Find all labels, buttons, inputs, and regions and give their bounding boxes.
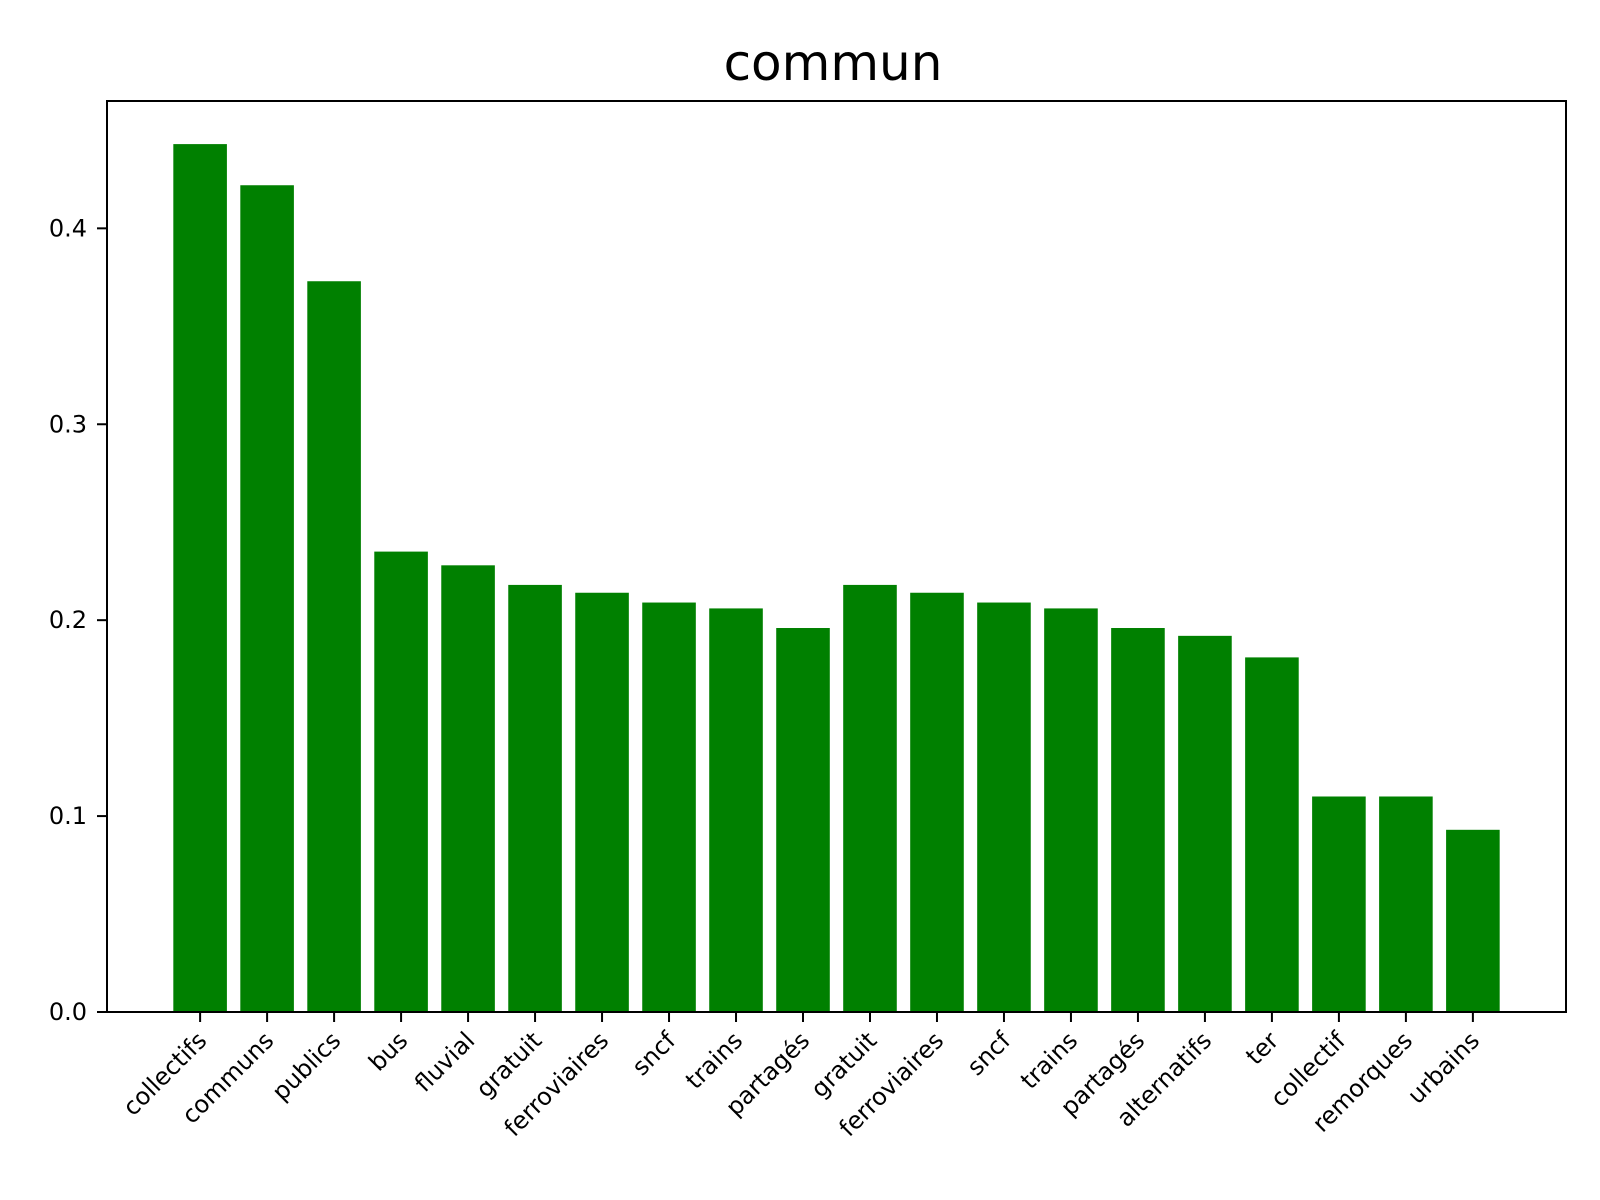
bar-sncf xyxy=(977,602,1031,1012)
chart-title: commun xyxy=(724,34,943,92)
bar-trains xyxy=(1044,608,1098,1012)
bar-bus xyxy=(374,551,428,1012)
bar-ferroviaires xyxy=(910,592,964,1012)
y-tick-label: 0.1 xyxy=(49,802,87,830)
bar-ferroviaires xyxy=(575,592,629,1012)
y-tick-label: 0.2 xyxy=(49,606,87,634)
bar-collectifs xyxy=(173,144,227,1012)
bar-remorques xyxy=(1379,796,1433,1012)
bar-collectif xyxy=(1312,796,1366,1012)
bar-partagés xyxy=(776,628,830,1012)
x-tick-label: sncf xyxy=(962,1026,1017,1081)
bar-gratuit xyxy=(843,584,897,1012)
bar-partagés xyxy=(1111,628,1165,1012)
bar-communs xyxy=(240,185,294,1012)
bar-gratuit xyxy=(508,584,562,1012)
y-tick-label: 0.0 xyxy=(49,998,87,1026)
x-tick-label: bus xyxy=(363,1026,413,1076)
x-tick-label: urbains xyxy=(1402,1026,1485,1109)
x-tick-label: publics xyxy=(267,1026,347,1106)
bar-alternatifs xyxy=(1178,635,1232,1012)
x-tick-label: sncf xyxy=(627,1026,682,1081)
bar-fluvial xyxy=(441,565,495,1012)
y-tick-label: 0.3 xyxy=(49,410,87,438)
bar-trains xyxy=(709,608,763,1012)
bar-sncf xyxy=(642,602,696,1012)
x-tick-label: fluvial xyxy=(409,1026,480,1097)
bar-publics xyxy=(307,281,361,1013)
bars-layer xyxy=(173,144,1500,1013)
bar-ter xyxy=(1245,657,1299,1012)
y-tick-label: 0.4 xyxy=(49,214,87,242)
plot-frame xyxy=(106,100,1567,1013)
x-tick-label: ter xyxy=(1240,1026,1284,1070)
bar-urbains xyxy=(1446,829,1500,1012)
